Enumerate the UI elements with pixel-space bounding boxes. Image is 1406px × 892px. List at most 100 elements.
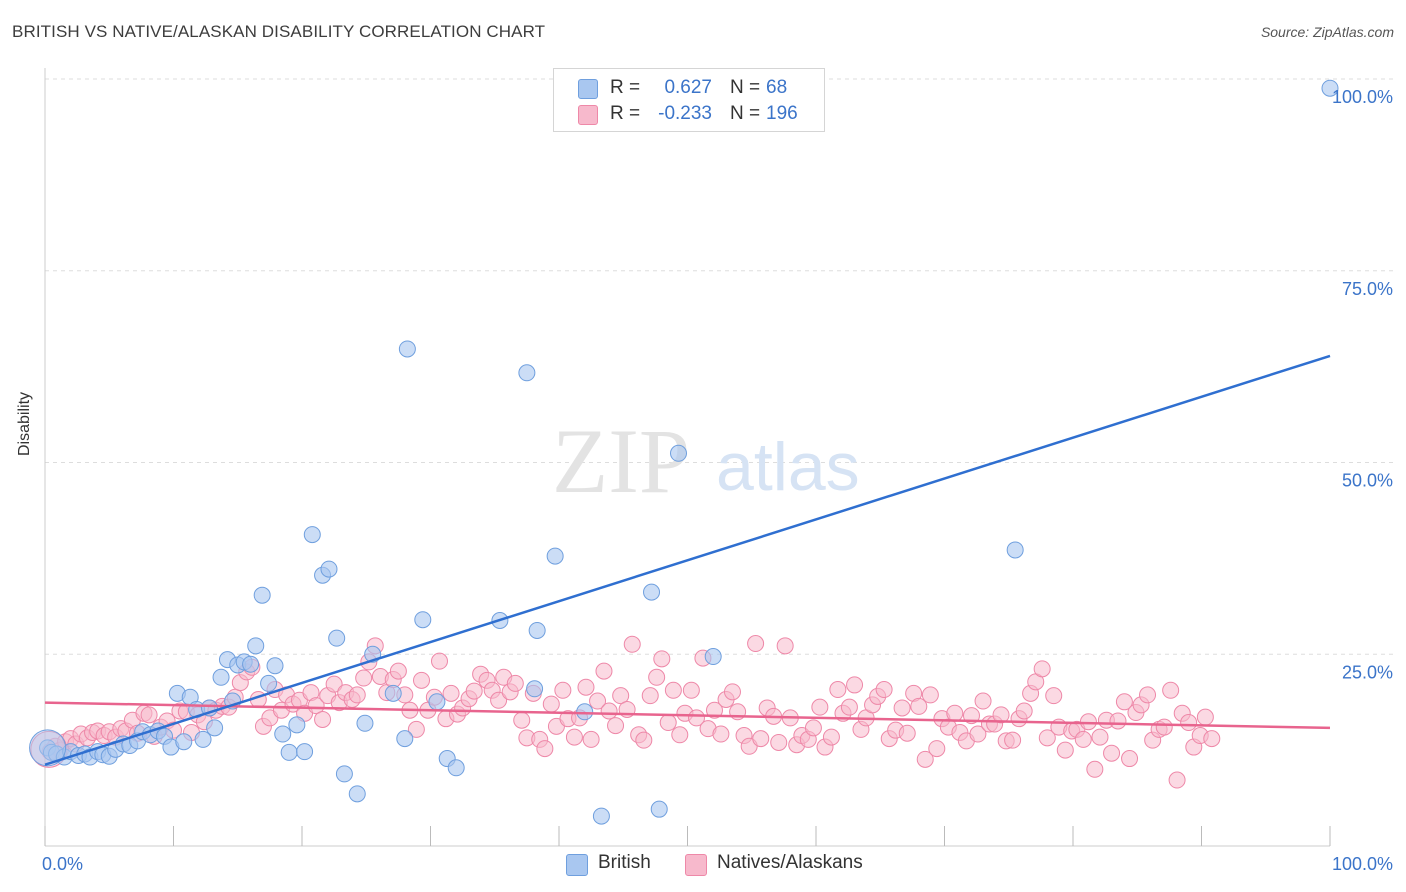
native-point	[554, 681, 572, 699]
british-point	[518, 364, 536, 382]
native-point	[623, 635, 641, 653]
british-point	[335, 765, 353, 783]
british-point	[396, 730, 414, 748]
native-point	[705, 701, 723, 719]
british-point	[592, 807, 610, 825]
native-point	[653, 650, 671, 668]
native-point	[1115, 693, 1133, 711]
native-point	[1203, 730, 1221, 748]
native-point	[536, 740, 554, 758]
british-point	[328, 629, 346, 647]
native-point	[1015, 702, 1033, 720]
native-point	[992, 706, 1010, 724]
native-point	[664, 681, 682, 699]
legend-n-value: 68	[766, 77, 788, 98]
native-point	[1121, 750, 1139, 768]
trend-lines	[44, 354, 1331, 766]
native-point	[1074, 730, 1092, 748]
native-point	[506, 674, 524, 692]
y-tick-label: 50.0%	[1342, 471, 1393, 491]
native-point	[307, 697, 325, 715]
correlation-legend: R = 0.627 N = 68 R = -0.233 N = 196	[553, 68, 825, 132]
british-point	[356, 714, 374, 732]
native-point	[1139, 686, 1157, 704]
native-point	[589, 692, 607, 710]
native-point	[928, 740, 946, 758]
native-point	[840, 698, 858, 716]
native-point	[893, 699, 911, 717]
native-point	[1045, 687, 1063, 705]
native-point	[635, 731, 653, 749]
x-tick-label: 0.0%	[42, 854, 83, 874]
y-tick-label: 25.0%	[1342, 662, 1393, 682]
native-point	[1180, 714, 1198, 732]
native-point	[946, 704, 964, 722]
native-point	[804, 719, 822, 737]
native-point	[1155, 718, 1173, 736]
native-point	[490, 691, 508, 709]
native-point	[846, 676, 864, 694]
legend-r-value: 0.627	[664, 77, 712, 98]
legend-n-label: N =	[730, 103, 761, 124]
native-point	[413, 671, 431, 689]
tick-labels: 25.0% 50.0% 75.0% 100.0% 0.0% 100.0%	[42, 87, 1393, 874]
legend-n-label: N =	[730, 77, 761, 98]
british-point	[266, 657, 284, 675]
legend-r-label: R =	[610, 77, 641, 98]
legend-r-label: R =	[610, 103, 641, 124]
native-point	[1162, 681, 1180, 699]
native-point	[600, 702, 618, 720]
british-point	[320, 560, 338, 578]
natives-trend-line	[44, 701, 1331, 730]
series-label-british: British	[598, 852, 651, 873]
y-axis-title: Disability	[16, 391, 33, 456]
native-point	[682, 681, 700, 699]
native-point	[513, 711, 531, 729]
grid-lines	[45, 78, 1395, 655]
british-point	[384, 684, 402, 702]
british-point	[288, 716, 306, 734]
native-point	[648, 668, 666, 686]
british-point	[260, 674, 278, 692]
series-swatch-natives	[685, 854, 707, 876]
native-point	[875, 681, 893, 699]
native-point	[752, 730, 770, 748]
series-swatch-british	[566, 854, 588, 876]
native-point	[1103, 744, 1121, 762]
native-point	[811, 698, 829, 716]
british-point	[428, 693, 446, 711]
british-point	[29, 729, 67, 767]
british-point	[194, 730, 212, 748]
series-label-natives: Natives/Alaskans	[717, 852, 863, 873]
british-point	[398, 340, 416, 358]
native-point	[595, 662, 613, 680]
native-point	[140, 706, 158, 724]
watermark: ZIP atlas	[552, 410, 860, 512]
native-point	[916, 750, 934, 768]
native-point	[325, 675, 343, 693]
native-point	[1196, 708, 1214, 726]
native-point	[641, 687, 659, 705]
native-point	[1079, 713, 1097, 731]
native-point	[829, 681, 847, 699]
native-point	[1004, 731, 1022, 749]
source-label: Source: ZipAtlas.com	[1260, 24, 1394, 40]
native-point	[687, 709, 705, 727]
british-point	[1321, 79, 1339, 97]
british-point	[650, 800, 668, 818]
legend-swatch-british	[578, 79, 598, 99]
native-point	[1038, 729, 1056, 747]
native-point	[389, 662, 407, 680]
legend-swatch-natives	[578, 105, 598, 125]
native-point	[582, 730, 600, 748]
native-point	[1168, 771, 1186, 789]
native-point	[465, 682, 483, 700]
british-point	[528, 621, 546, 639]
british-point	[546, 547, 564, 565]
native-point	[659, 714, 677, 732]
x-tick-label: 100.0%	[1332, 854, 1393, 874]
native-point	[776, 637, 794, 655]
british-point	[296, 743, 314, 761]
legend-r-value: -0.233	[658, 103, 712, 124]
british-point	[247, 637, 265, 655]
